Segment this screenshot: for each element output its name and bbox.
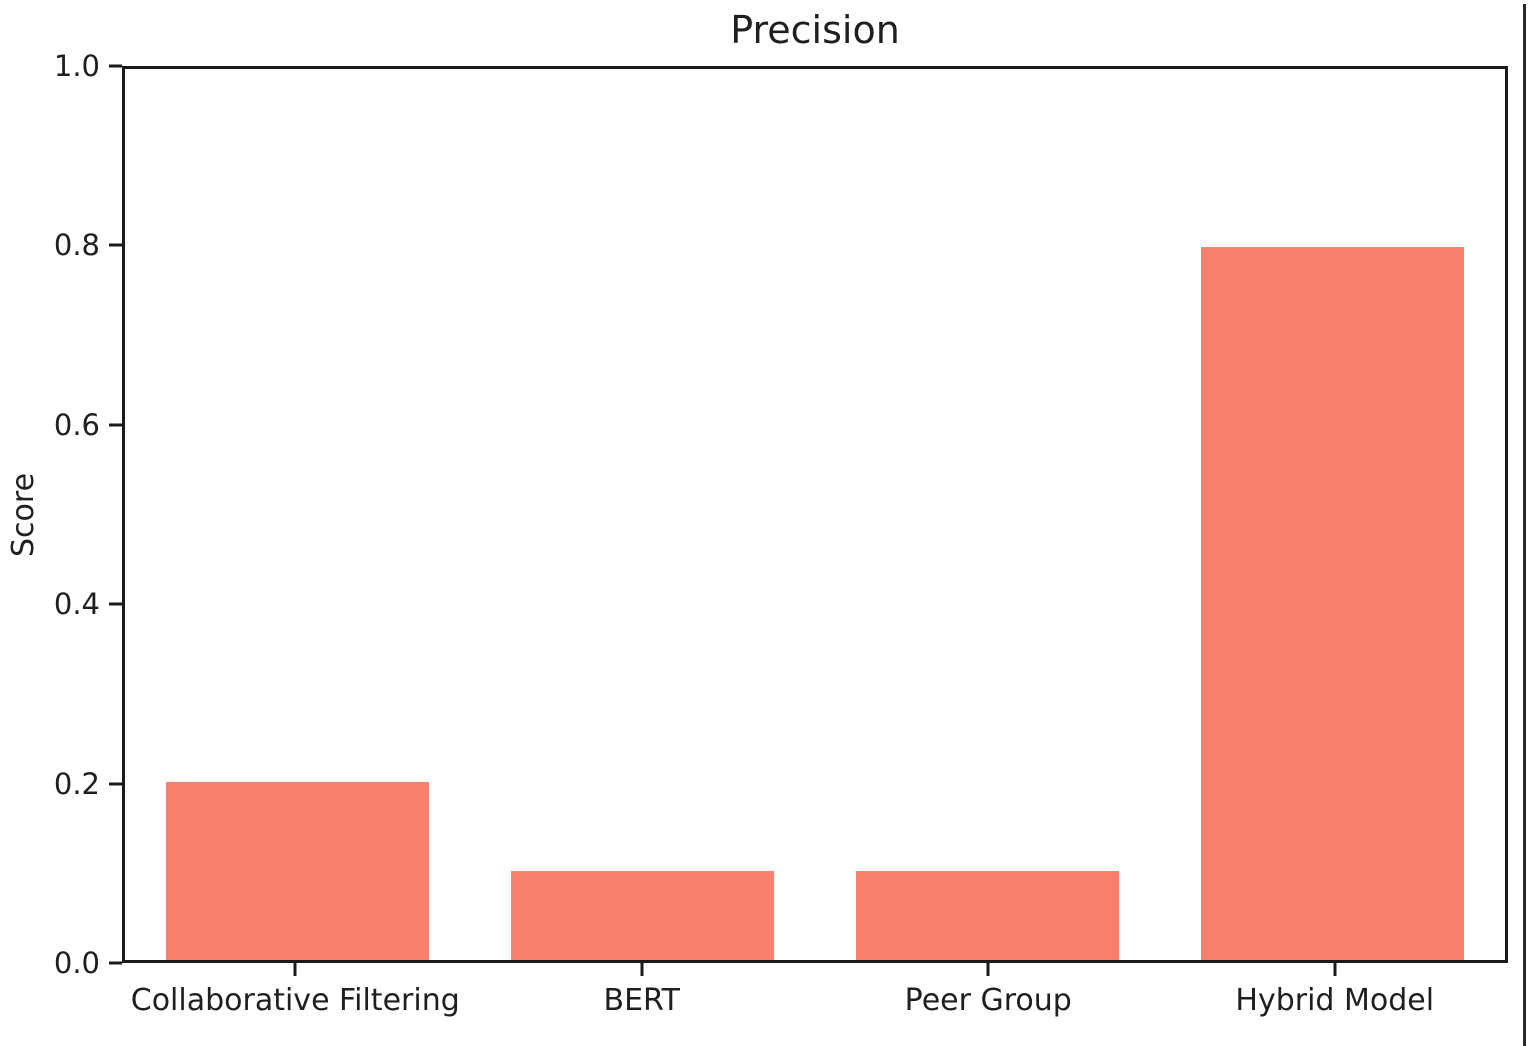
x-tick-label-peer-group: Peer Group [904, 983, 1072, 1018]
y-tick-mark [109, 64, 122, 68]
plot-area [122, 66, 1508, 963]
y-axis-ticks: 0.0 0.2 0.4 0.6 0.8 1.0 [0, 49, 122, 980]
x-tick-label-bert: BERT [603, 983, 681, 1018]
bar-slot [1160, 69, 1505, 960]
x-tick-mark [293, 963, 297, 976]
y-tick-label: 0.8 [53, 228, 100, 263]
y-tick-mark [109, 243, 122, 247]
bar-bert [511, 870, 774, 960]
bar-peer-group [856, 870, 1119, 960]
y-tick-label: 0.6 [53, 407, 100, 442]
y-tick-label: 0.4 [53, 587, 100, 622]
bar-slot [470, 69, 815, 960]
x-tick-mark [640, 963, 644, 976]
bar-slot [815, 69, 1160, 960]
image-right-border [1523, 4, 1526, 1046]
y-tick-mark [109, 602, 122, 606]
bar-collaborative-filtering [166, 781, 429, 960]
bar-slot [125, 69, 470, 960]
x-axis-ticks: Collaborative Filtering BERT Peer Group Hyb… [122, 963, 1508, 1033]
x-tick-label-collaborative-filtering: Collaborative Filtering [130, 983, 460, 1018]
x-tick-label-hybrid-model: Hybrid Model [1235, 983, 1435, 1018]
y-tick-mark [109, 782, 122, 786]
y-tick-mark [109, 423, 122, 427]
chart-title: Precision [730, 8, 900, 52]
x-tick-mark [1333, 963, 1337, 976]
y-tick-label: 0.0 [53, 946, 100, 980]
bar-hybrid-model [1201, 247, 1464, 960]
y-tick-label: 1.0 [53, 49, 100, 83]
y-tick-mark [109, 961, 122, 965]
y-tick-label: 0.2 [53, 766, 100, 801]
x-tick-mark [986, 963, 990, 976]
bars-container [125, 69, 1505, 960]
